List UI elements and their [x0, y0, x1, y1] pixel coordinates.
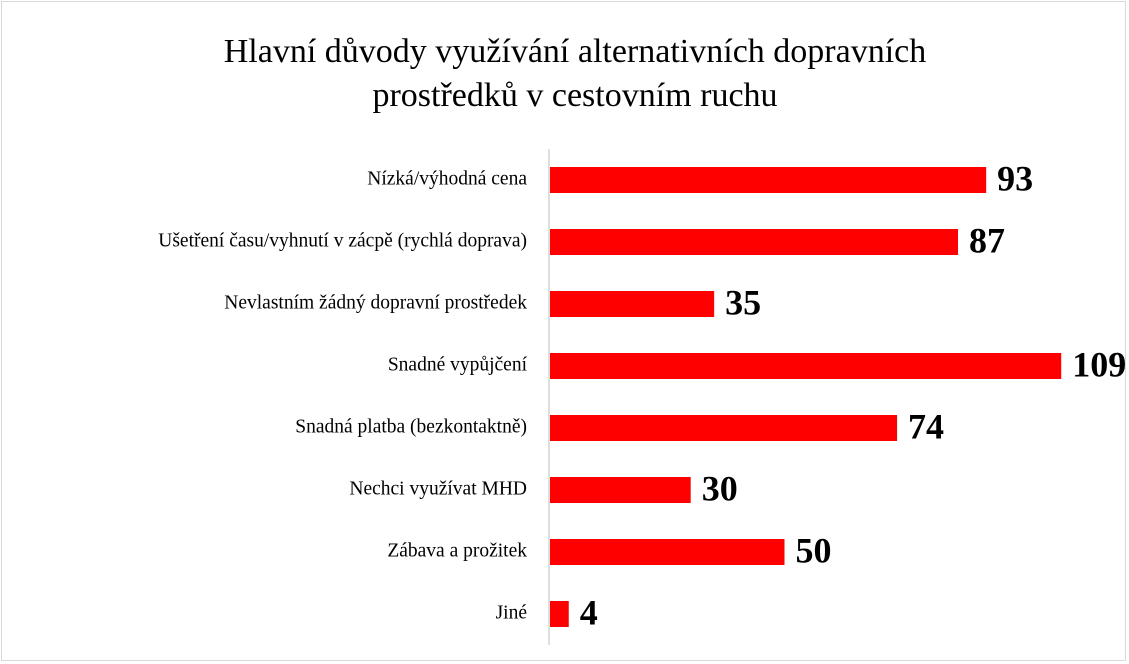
bar — [550, 415, 898, 441]
category-label: Snadná platba (bezkontaktně) — [295, 416, 527, 437]
category-label: Zábava a prožitek — [387, 540, 527, 561]
value-label: 109 — [1072, 344, 1126, 384]
category-label: Ušetření času/vyhnutí v zácpě (rychlá do… — [158, 230, 527, 251]
chart-title: Hlavní důvody využívání alternativních d… — [223, 33, 927, 114]
category-label: Snadné vypůjčení — [388, 354, 528, 375]
bar — [550, 353, 1062, 379]
category-label: Jiné — [496, 602, 527, 623]
bar — [550, 477, 691, 503]
bar — [550, 291, 715, 317]
category-label: Nechci využívat MHD — [349, 478, 527, 499]
bar — [550, 539, 785, 565]
category-label: Nevlastním žádný dopravní prostředek — [224, 292, 527, 313]
bar — [550, 167, 987, 193]
bar — [550, 229, 959, 255]
bar — [550, 601, 569, 627]
category-label: Nízká/výhodná cena — [367, 168, 527, 189]
value-label: 93 — [997, 158, 1033, 198]
value-label: 35 — [725, 282, 761, 322]
value-label: 4 — [580, 592, 598, 632]
value-label: 74 — [908, 406, 944, 446]
value-label: 30 — [702, 468, 738, 508]
value-label: 50 — [796, 530, 832, 570]
value-label: 87 — [969, 220, 1005, 260]
